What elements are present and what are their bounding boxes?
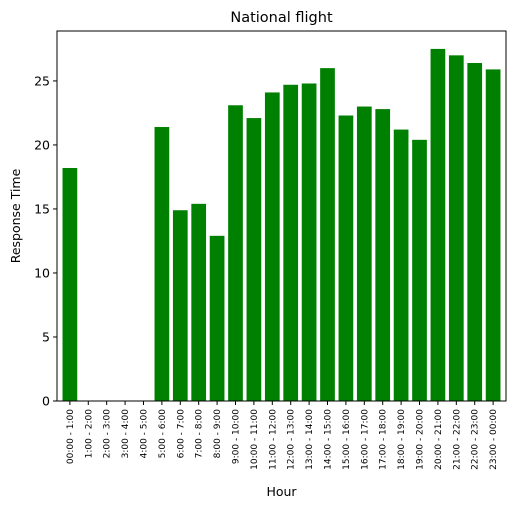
- x-tick-label-22: 22:00 - 23:00: [471, 409, 481, 470]
- x-tick-label-17: 17:00 - 18:00: [379, 409, 389, 470]
- y-tick-label-4: 20: [34, 137, 50, 152]
- x-tick-label-13: 13:00 - 14:00: [305, 409, 315, 470]
- x-tick-label-20: 20:00 - 21:00: [434, 409, 444, 470]
- x-tick-label-16: 16:00 - 17:00: [360, 409, 370, 470]
- x-axis-label: Hour: [266, 484, 297, 499]
- x-tick-label-6: 6:00 - 7:00: [176, 409, 186, 459]
- bar-7: [191, 203, 207, 401]
- x-tick-label-4: 4:00 - 5:00: [139, 409, 149, 459]
- bar-22: [467, 63, 483, 401]
- x-tick-label-2: 2:00 - 3:00: [103, 409, 113, 459]
- y-axis: 0 5 10 15 20 25: [34, 73, 57, 409]
- x-tick-label-1: 1:00 - 2:00: [84, 409, 94, 459]
- y-axis-label: Response Time: [8, 168, 23, 263]
- x-tick-label-15: 15:00 - 16:00: [342, 409, 352, 470]
- x-axis: 00:00 - 1:00 1:00 - 2:00 2:00 - 3:00 3:00 -…: [66, 401, 499, 470]
- bar-0: [62, 167, 78, 401]
- chart-title: National flight: [230, 10, 333, 26]
- bar-8: [209, 235, 225, 401]
- x-tick-label-10: 10:00 - 11:00: [250, 409, 260, 470]
- x-tick-label-11: 11:00 - 12:00: [268, 409, 278, 470]
- x-tick-label-5: 5:00 - 6:00: [158, 409, 168, 459]
- bar-6: [172, 210, 188, 401]
- bar-20: [430, 48, 446, 402]
- x-tick-label-12: 12:00 - 13:00: [287, 409, 297, 470]
- bar-14: [320, 68, 335, 401]
- x-tick-label-3: 3:00 - 4:00: [121, 409, 131, 459]
- bar-5: [154, 127, 170, 402]
- x-tick-label-9: 9:00 - 10:00: [232, 409, 242, 464]
- plot-frame: [56, 30, 507, 402]
- x-tick-label-19: 19:00 - 20:00: [416, 409, 426, 470]
- y-tick-label-0: 0: [42, 394, 50, 409]
- x-tick-label-18: 18:00 - 19:00: [397, 409, 407, 470]
- bar-21: [448, 55, 464, 401]
- x-tick-label-14: 14:00 - 15:00: [324, 409, 334, 470]
- bar-17: [375, 109, 391, 401]
- bar-12: [283, 84, 299, 402]
- bar-19: [412, 139, 427, 401]
- y-tick-label-2: 10: [34, 265, 50, 280]
- y-tick-label-3: 15: [34, 201, 50, 216]
- x-tick-label-21: 21:00 - 22:00: [452, 409, 462, 470]
- bar-16: [356, 106, 372, 401]
- bar-23: [485, 69, 501, 401]
- bar-11: [264, 92, 280, 401]
- y-tick-label-1: 5: [42, 329, 50, 344]
- bar-15: [338, 115, 354, 401]
- x-tick-label-7: 7:00 - 8:00: [195, 409, 205, 459]
- x-tick-label-0: 00:00 - 1:00: [66, 409, 76, 464]
- bar-13: [301, 83, 317, 402]
- bar-9: [228, 105, 243, 401]
- bars-group: [62, 48, 501, 402]
- bar-18: [393, 129, 409, 401]
- x-tick-label-23: 23:00 - 00:00: [489, 409, 499, 470]
- y-tick-label-5: 25: [34, 73, 50, 88]
- bar-10: [246, 118, 262, 401]
- x-tick-label-8: 8:00 - 9:00: [213, 409, 223, 459]
